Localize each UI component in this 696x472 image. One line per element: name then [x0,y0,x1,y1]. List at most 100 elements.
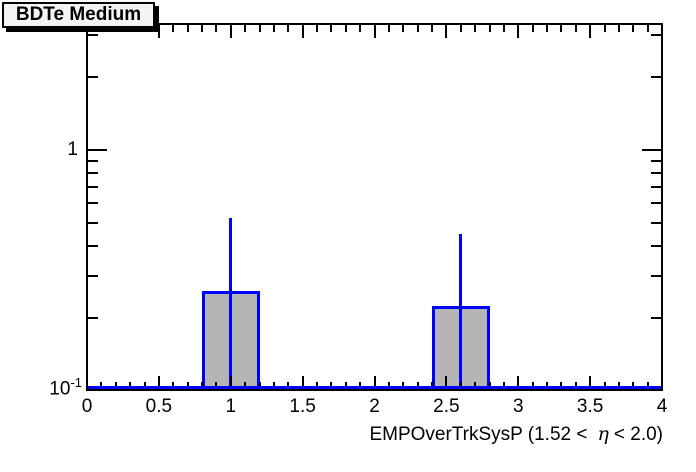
y-minor-tick-right [651,160,661,163]
x-minor-tick-top [186,25,189,32]
x-minor-tick [344,382,347,389]
x-minor-tick-top [617,25,620,32]
error-bar [459,233,463,389]
y-minor-tick [88,172,98,175]
x-minor-tick-top [632,25,635,32]
x-minor-tick-top [546,25,548,32]
x-minor-tick-top [459,25,462,32]
x-major-tick [301,376,304,389]
x-minor-tick-top [258,25,261,32]
x-minor-tick [387,382,390,389]
x-major-tick [157,376,160,389]
x-major-tick [517,376,520,389]
y-minor-tick [88,275,98,277]
x-minor-tick [316,382,318,389]
x-minor-tick [560,382,563,389]
x-minor-tick [272,382,275,389]
error-bar [229,218,233,389]
x-minor-tick-top [387,25,390,32]
histogram-baseline [88,386,661,389]
plot-frame [86,23,663,391]
x-minor-tick-top [244,25,247,32]
x-minor-tick-top [215,25,218,32]
y-minor-tick-right [651,202,661,205]
x-tick-label: 0.5 [145,396,173,417]
x-major-tick-top [517,25,520,38]
x-minor-tick [574,382,577,389]
x-minor-tick-top [502,25,505,32]
y-tick-label-1: 1 [67,139,78,160]
x-minor-tick-top [100,25,103,32]
x-major-tick-top [373,25,376,38]
y-minor-tick-right [651,275,661,277]
x-minor-tick [402,382,405,389]
y-minor-tick-right [651,221,661,224]
y-minor-tick-right [651,244,661,247]
x-major-tick [229,376,232,389]
x-minor-tick-top [488,25,491,32]
x-minor-tick [215,382,218,389]
x-minor-tick-top [330,25,333,32]
x-minor-tick-top [574,25,577,32]
x-minor-tick-top [287,25,290,32]
y-major-tick [88,149,107,151]
x-minor-tick-top [474,25,477,32]
x-axis-title-range: < 2.0) [613,424,663,445]
x-minor-tick [431,382,433,389]
x-tick-label: 3 [512,396,524,417]
x-minor-tick-top [114,25,117,32]
y-minor-tick [88,34,98,36]
y-minor-tick [88,202,98,205]
y-minor-tick-right [651,317,661,320]
x-minor-tick [359,382,362,389]
x-minor-tick-top [531,25,534,32]
x-minor-tick [143,382,146,389]
x-minor-tick-top [201,25,203,32]
x-minor-tick [646,382,649,389]
x-minor-tick-top [402,25,405,32]
x-minor-tick [459,382,462,389]
x-minor-tick [114,382,117,389]
x-minor-tick [488,382,491,389]
x-minor-tick [258,382,261,389]
y-minor-tick [88,317,98,320]
y-minor-tick-right [651,172,661,175]
x-minor-tick-top [416,25,419,32]
x-minor-tick-top [431,25,433,32]
x-tick-label: 1 [225,396,237,417]
x-major-tick-top [157,25,160,38]
x-axis-title-text: EMPOverTrkSysP (1.52 < [369,424,588,445]
x-minor-tick [603,382,606,389]
x-tick-label: 1.5 [289,396,316,417]
x-minor-tick-top [143,25,146,32]
x-minor-tick [172,382,175,389]
x-minor-tick [100,382,103,389]
eta-symbol: η [597,423,609,445]
y-minor-tick-right [651,76,661,79]
x-minor-tick-top [603,25,606,32]
x-minor-tick-top [129,25,132,32]
x-tick-label: 4 [656,396,668,417]
y-major-tick-right [642,149,661,151]
y-tick-label-0p1: 10-1 [24,375,82,400]
x-major-tick-top [301,25,304,38]
x-axis-title: EMPOverTrkSysP (1.52 < η < 2.0) [300,423,663,446]
x-tick-label: 3.5 [576,396,604,417]
x-minor-tick-top [560,25,563,32]
plot-title: BDTe Medium [15,4,142,25]
x-major-tick [445,376,448,389]
y-minor-tick [88,160,98,163]
x-minor-tick [546,382,548,389]
x-minor-tick [287,382,290,389]
x-tick-label: 2 [369,396,380,417]
y-minor-tick [88,76,98,79]
x-major-tick [589,376,592,389]
x-major-tick [373,376,376,389]
x-minor-tick [129,382,132,389]
x-minor-tick [531,382,534,389]
x-minor-tick [244,382,247,389]
y-minor-tick [88,244,98,247]
x-minor-tick [474,382,477,389]
x-minor-tick [632,382,635,389]
